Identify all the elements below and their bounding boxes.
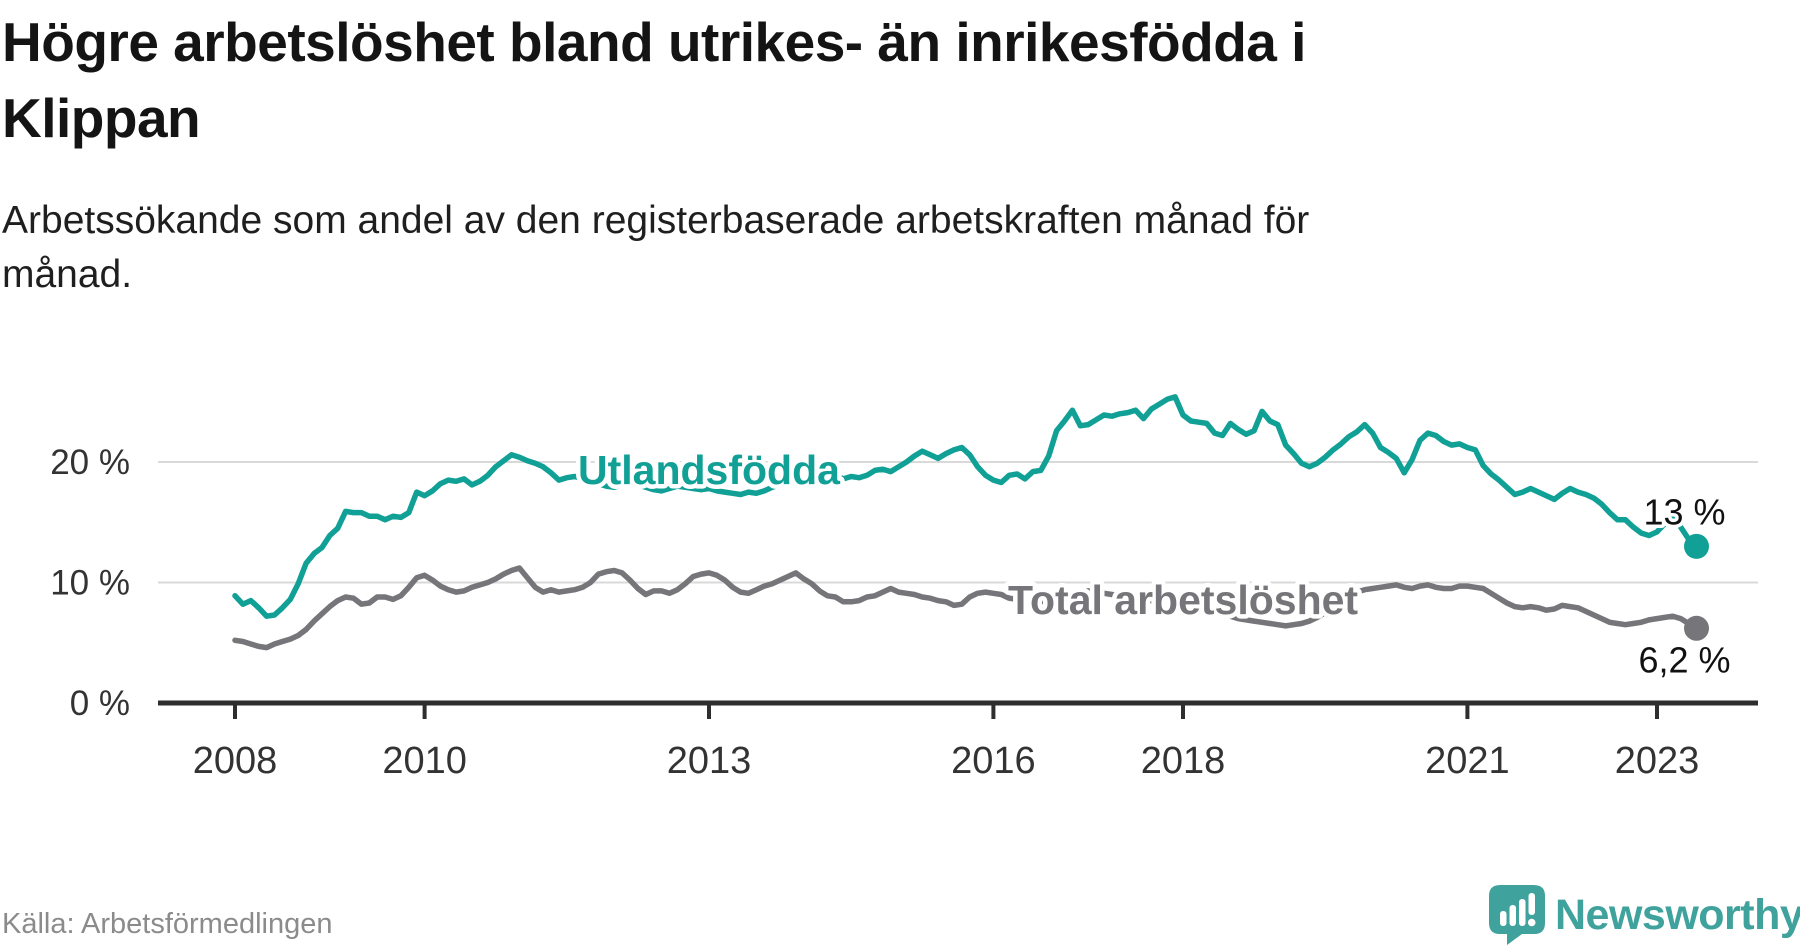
series-label-utlandsfodda: Utlandsfödda [578,447,841,493]
chart-subtitle: Arbetssökande som andel av den registerb… [2,194,1502,302]
x-tick-label-2008: 2008 [193,740,278,782]
y-tick-label-20: 20 % [50,443,130,482]
x-tick-label-2018: 2018 [1141,740,1226,782]
chart-subtitle-line1: Arbetssökande som andel av den registerb… [2,199,1310,242]
x-tick-label-2016: 2016 [951,740,1036,782]
newsworthy-icon [1489,885,1545,945]
y-tick-label-10: 10 % [50,564,130,603]
chart-title-line1: Högre arbetslöshet bland utrikes- än inr… [2,11,1306,73]
newsworthy-logo: Newsworthy [1488,884,1800,946]
x-tick-label-2021: 2021 [1425,740,1510,782]
end-label-total-arbetsloshet: 6,2 % [1638,639,1730,680]
chart-subtitle-line2: månad. [2,253,133,296]
x-tick-label-2010: 2010 [382,740,467,782]
end-label-utlandsfodda: 13 % [1643,491,1725,532]
x-tick-label-2013: 2013 [667,740,752,782]
x-tick-label-2023: 2023 [1615,740,1700,782]
source-note: Källa: Arbetsförmedlingen [2,908,333,940]
chart-title: Högre arbetslöshet bland utrikes- än inr… [2,4,1622,156]
newsworthy-wordmark: Newsworthy [1555,891,1800,939]
series-line-total-arbetsloshet [232,565,1700,651]
series-line-utlandsfodda [232,394,1700,619]
chart-title-line2: Klippan [2,87,201,149]
end-dot-total-arbetsloshet [1684,615,1709,641]
end-dot-utlandsfodda [1684,533,1709,559]
y-tick-label-0: 0 % [70,684,130,723]
series-label-total-arbetsloshet: Total arbetslöshet [1008,577,1358,623]
